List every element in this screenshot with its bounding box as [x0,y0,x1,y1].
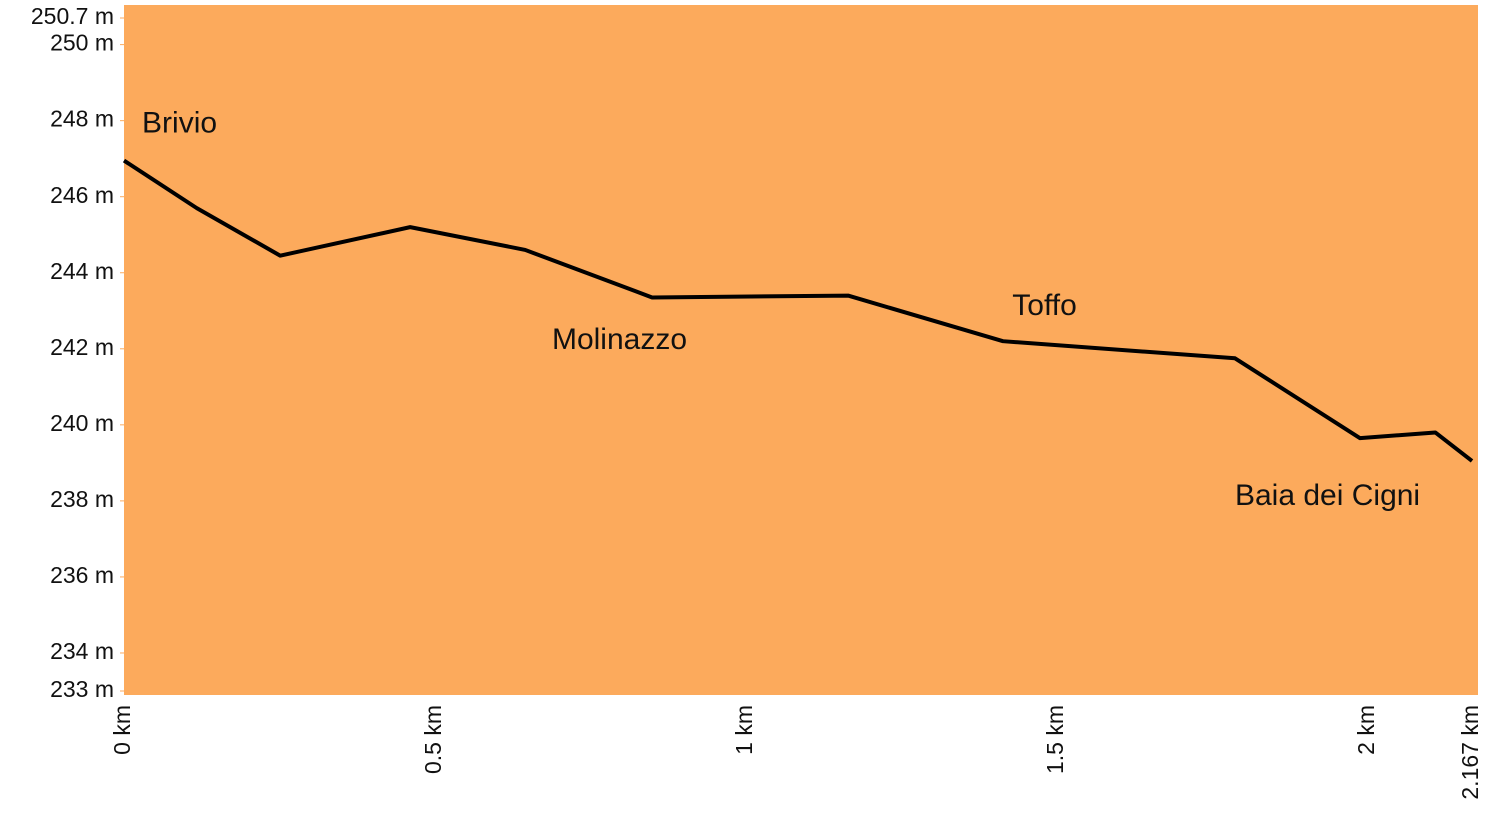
y-tick-label: 250 m [50,30,114,56]
place-label: Molinazzo [552,323,687,356]
x-tick-label: 0 km [109,705,135,755]
y-tick-label: 233 m [50,676,114,702]
place-label: Brivio [142,106,217,139]
y-tick-label: 236 m [50,562,114,588]
x-tick-label: 1.5 km [1042,705,1068,774]
place-label: Toffo [1012,289,1077,322]
y-tick-label: 238 m [50,486,114,512]
y-tick-label: 234 m [50,638,114,664]
elevation-line [122,158,1474,463]
y-tick-label: 240 m [50,410,114,436]
plot-background [124,5,1478,695]
y-tick-label: 244 m [50,258,114,284]
y-tick-label: 246 m [50,182,114,208]
x-tick-label: 1 km [731,705,757,755]
x-tick-label: 0.5 km [420,705,446,774]
y-tick-label: 250.7 m [31,3,114,29]
y-tick-label: 242 m [50,334,114,360]
x-tick-label: 2 km [1353,705,1379,755]
y-tick-label: 248 m [50,106,114,132]
x-tick-label: 2.167 km [1457,705,1483,800]
place-label: Baia dei Cigni [1235,479,1420,512]
